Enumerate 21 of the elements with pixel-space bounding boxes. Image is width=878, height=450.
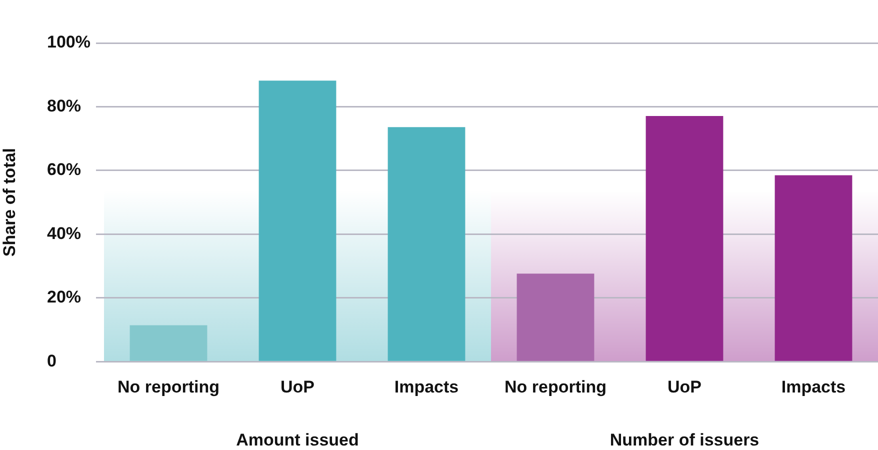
y-axis-title: Share of total — [0, 148, 19, 257]
text: Number of issuers — [610, 430, 760, 450]
x-tick-label: UoP — [668, 377, 702, 396]
x-tick-label: No reporting — [504, 377, 606, 396]
bar — [774, 175, 852, 361]
bar — [646, 116, 724, 361]
bar — [258, 80, 336, 361]
y-tick-label: 60% — [47, 160, 82, 180]
x-tick-label: Impacts — [781, 377, 846, 396]
y-tick-label: 80% — [47, 96, 82, 116]
bar — [388, 127, 466, 361]
x-tick-label: UoP — [280, 377, 314, 396]
y-tick-label: 20% — [47, 288, 82, 307]
y-tick-label: 100% — [47, 32, 90, 52]
x-tick-label: Impacts — [394, 377, 459, 396]
text: Amount issued — [236, 430, 359, 450]
x-tick-label: No reporting — [118, 377, 220, 396]
y-tick-label: 40% — [47, 224, 82, 243]
y-tick-label: 0 — [47, 351, 56, 370]
bar — [516, 274, 594, 361]
bar — [130, 325, 208, 361]
